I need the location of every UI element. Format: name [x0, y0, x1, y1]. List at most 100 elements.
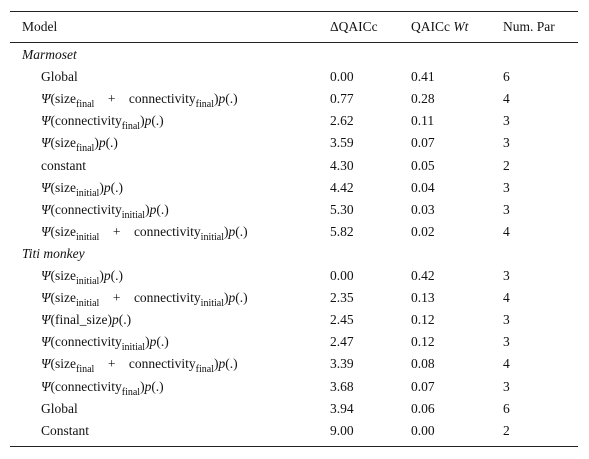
wt-cell: 0.04 [411, 179, 435, 195]
text-part: (connectivity [50, 201, 122, 217]
text-part: p [228, 223, 236, 239]
text-part: (.) [235, 223, 248, 239]
text-part: + connectivity [94, 91, 196, 107]
text-part: (.) [225, 91, 238, 107]
text-part: (.) [235, 290, 248, 306]
par-cell: 3 [503, 201, 510, 217]
model-cell: Ψ(sizefinal + connectivityfinal)p(.) [41, 356, 238, 376]
text-part: final [121, 121, 141, 133]
text-part: ) [145, 201, 150, 217]
text-part: Ψ [41, 91, 51, 107]
text-part: (connectivity [50, 334, 122, 350]
text-part: p [218, 356, 226, 372]
text-part: ) [213, 91, 219, 107]
text-part: Global [41, 400, 78, 416]
text-part: ) [94, 135, 99, 151]
header-cell: Model [22, 19, 57, 35]
text-part: p [218, 91, 226, 107]
dqaicc-cell: 5.82 [330, 223, 354, 239]
par-cell: 6 [503, 400, 510, 416]
text-part: initial [75, 187, 100, 199]
dqaicc-cell: 2.62 [330, 113, 354, 129]
wt-cell: 0.13 [411, 290, 435, 306]
wt-cell: 0.28 [411, 91, 435, 107]
text-part: p [103, 179, 111, 195]
text-part: + connectivity [99, 290, 201, 306]
text-part: ) [99, 179, 104, 195]
group-label: Marmoset [22, 47, 77, 62]
par-cell: 4 [503, 356, 510, 372]
text-part: final [75, 143, 95, 155]
wt-cell: 0.03 [411, 201, 435, 217]
text-part: p [149, 334, 157, 350]
text-part: ) [224, 290, 229, 306]
par-cell: 3 [503, 378, 510, 394]
wt-cell: 0.07 [411, 135, 435, 151]
text-part: (size [50, 356, 76, 372]
dqaicc-cell: 5.30 [330, 201, 354, 217]
text-part: Ψ [41, 135, 51, 151]
top-rule [10, 11, 578, 12]
dqaicc-cell: 2.35 [330, 290, 354, 306]
model-cell: Ψ(connectivityinitial)p(.) [41, 334, 169, 354]
par-cell: 4 [503, 290, 510, 306]
model-cell: Global [41, 69, 78, 85]
text-part: Ψ [41, 179, 51, 195]
dqaicc-cell: 9.00 [330, 422, 354, 438]
text-part: Model [22, 19, 58, 34]
dqaicc-cell: 3.59 [330, 135, 354, 151]
par-cell: 4 [503, 223, 510, 239]
par-cell: 3 [503, 334, 510, 350]
group-label: Titi monkey [22, 245, 85, 261]
text-part: + connectivity [99, 223, 201, 239]
text-part: p [111, 312, 119, 328]
text-part: (size [50, 135, 76, 151]
text-part: p [149, 201, 157, 217]
model-cell: Ψ(sizeinitial + connectivityinitial)p(.) [41, 290, 248, 310]
wt-cell: 0.00 [411, 422, 435, 438]
par-cell: 3 [503, 135, 510, 151]
wt-cell: 0.05 [411, 157, 435, 173]
model-cell: Ψ(sizefinal)p(.) [41, 135, 118, 155]
text-part: (.) [118, 312, 132, 328]
wt-cell: 0.02 [411, 223, 435, 239]
wt-cell: 0.07 [411, 378, 435, 394]
wt-cell: 0.06 [411, 400, 435, 416]
header-cell: QAICc Wt [411, 19, 468, 35]
text-part: Ψ [41, 268, 51, 283]
model-cell: Ψ(sizeinitial)p(.) [41, 268, 123, 287]
wt-cell: 0.12 [411, 312, 435, 328]
model-cell: constant [41, 158, 86, 174]
text-part: Global [41, 69, 78, 85]
text-part: ) [145, 334, 150, 350]
model-cell: Ψ(connectivityinitial)p(.) [41, 201, 169, 221]
par-cell: 2 [503, 157, 510, 173]
dqaicc-cell: 3.68 [330, 378, 354, 394]
text-part: (size [50, 91, 76, 107]
model-cell: Ψ(sizeinitial)p(.) [41, 179, 123, 199]
par-cell: 3 [503, 179, 510, 195]
text-part: (size [50, 179, 76, 195]
text-part: (connectivity [50, 378, 122, 394]
text-part: initial [75, 298, 100, 310]
text-part: initial [121, 342, 146, 354]
model-cell: Global [41, 401, 78, 417]
dqaicc-cell: 4.30 [330, 157, 354, 173]
par-cell: 2 [503, 422, 510, 438]
bottom-rule [10, 446, 578, 447]
text-part: final [195, 364, 214, 376]
dqaicc-cell: 0.00 [330, 268, 354, 283]
wt-cell: 0.12 [411, 334, 435, 350]
par-cell: 3 [503, 113, 510, 129]
dqaicc-cell: 2.47 [330, 334, 354, 350]
text-part: Ψ [41, 356, 51, 372]
text-part: (connectivity [50, 113, 122, 129]
wt-cell: 0.08 [411, 356, 435, 372]
text-part: p [103, 268, 111, 283]
text-part: (size [50, 223, 76, 239]
text-part: final [75, 364, 95, 376]
text-part: + connectivity [94, 356, 196, 372]
dqaicc-cell: 0.00 [330, 69, 354, 85]
text-part: (.) [151, 378, 164, 394]
